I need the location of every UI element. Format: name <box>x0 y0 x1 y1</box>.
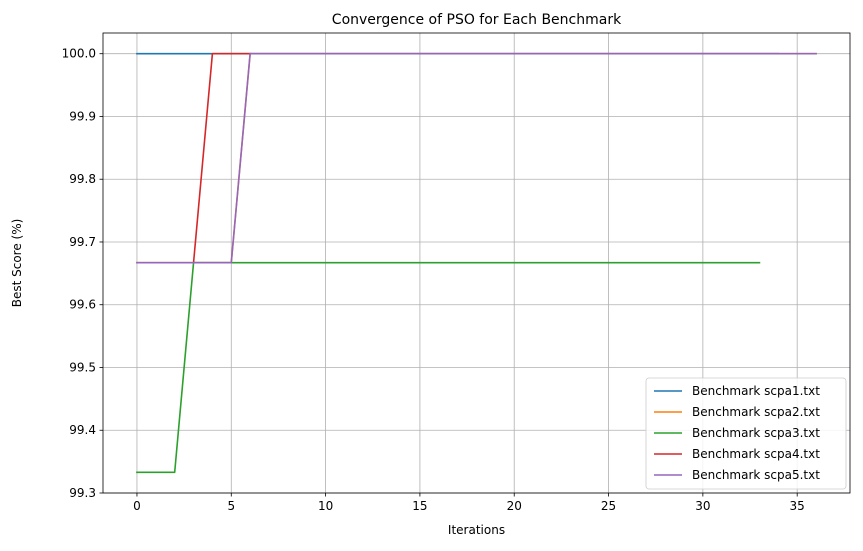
x-tick-label: 0 <box>133 499 141 513</box>
series-line-3 <box>136 261 761 474</box>
series-lines <box>136 52 817 474</box>
x-tick-label: 25 <box>601 499 616 513</box>
y-tick-label: 99.5 <box>69 360 96 374</box>
x-tick-label: 20 <box>507 499 522 513</box>
legend-box <box>645 377 847 490</box>
y-axis-ticks: 99.3 99.4 99.5 99.6 99.7 99.8 99.9 100.0 <box>62 47 103 500</box>
legend-entry-2: Benchmark scpa2.txt <box>692 405 820 419</box>
y-tick-label: 99.4 <box>69 423 96 437</box>
plot-area-frame <box>102 32 851 494</box>
legend-entry-1: Benchmark scpa1.txt <box>692 384 820 398</box>
y-tick-label: 99.3 <box>69 486 96 500</box>
chart-title: Convergence of PSO for Each Benchmark <box>332 12 622 28</box>
x-tick-label: 35 <box>790 499 805 513</box>
x-tick-label: 15 <box>412 499 427 513</box>
y-axis-label: Best Score (%) <box>10 219 24 308</box>
x-axis-label: Iterations <box>448 523 505 537</box>
x-axis-ticks: 0 5 10 15 20 25 30 35 <box>133 493 805 513</box>
legend-entry-4: Benchmark scpa4.txt <box>692 447 820 461</box>
y-tick-label: 99.9 <box>69 109 96 123</box>
y-tick-label: 99.7 <box>69 235 96 249</box>
y-tick-label: 99.6 <box>69 298 96 312</box>
x-tick-label: 5 <box>227 499 235 513</box>
series-line-5 <box>136 52 817 264</box>
series-line-4 <box>192 52 251 264</box>
y-tick-label: 100.0 <box>62 47 96 61</box>
y-tick-label: 99.8 <box>69 172 96 186</box>
legend-entry-3: Benchmark scpa3.txt <box>692 426 820 440</box>
x-tick-label: 10 <box>318 499 333 513</box>
legend-entry-5: Benchmark scpa5.txt <box>692 468 820 482</box>
x-tick-label: 30 <box>695 499 710 513</box>
legend: Benchmark scpa1.txt Benchmark scpa2.txt Be… <box>645 377 847 490</box>
